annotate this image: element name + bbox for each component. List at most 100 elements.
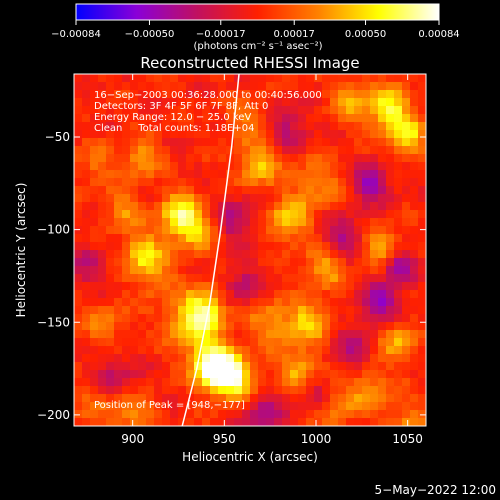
heatmap-cell (258, 98, 267, 107)
heatmap-cell (322, 178, 331, 187)
heatmap-cell (242, 266, 251, 275)
heatmap-cell (410, 250, 419, 259)
heatmap-cell (322, 378, 331, 387)
heatmap-cell (410, 170, 419, 179)
heatmap-cell (194, 114, 203, 123)
heatmap-cell (90, 330, 99, 339)
heatmap-cell (314, 258, 323, 267)
heatmap-cell (370, 274, 379, 283)
heatmap-cell (106, 210, 115, 219)
heatmap-cell (378, 178, 387, 187)
heatmap-cell (242, 194, 251, 203)
heatmap-cell (290, 354, 299, 363)
heatmap-cell (194, 282, 203, 291)
heatmap-cell (106, 274, 115, 283)
heatmap-cell (386, 274, 395, 283)
heatmap-cell (130, 298, 139, 307)
heatmap-cell (82, 162, 91, 171)
heatmap-cell (362, 338, 371, 347)
heatmap-cell (74, 274, 83, 283)
heatmap-cell (122, 162, 131, 171)
heatmap-cell (322, 106, 331, 115)
heatmap-cell (178, 394, 187, 403)
heatmap-cell (402, 330, 411, 339)
heatmap-cell (258, 82, 267, 91)
heatmap-cell (178, 146, 187, 155)
heatmap-cell (178, 98, 187, 107)
heatmap-cell (170, 338, 179, 347)
heatmap-cell (218, 330, 227, 339)
heatmap-cell (298, 226, 307, 235)
heatmap-cell (258, 354, 267, 363)
heatmap-cell (186, 130, 195, 139)
heatmap-cell (250, 250, 259, 259)
heatmap-cell (274, 98, 283, 107)
heatmap-cell (378, 322, 387, 331)
heatmap-cell (306, 258, 315, 267)
heatmap-cell (82, 234, 91, 243)
heatmap-cell (298, 290, 307, 299)
heatmap-cell (138, 210, 147, 219)
heatmap-cell (386, 402, 395, 411)
heatmap-cell (202, 90, 211, 99)
heatmap-cell (250, 234, 259, 243)
heatmap-cell (218, 202, 227, 211)
heatmap-cell (266, 178, 275, 187)
heatmap-cell (210, 194, 219, 203)
heatmap-cell (314, 98, 323, 107)
heatmap-cell (394, 90, 403, 99)
heatmap-cell (202, 274, 211, 283)
heatmap-cell (290, 314, 299, 323)
heatmap-cell (386, 394, 395, 403)
heatmap-cell (418, 194, 426, 203)
heatmap-cell (162, 306, 171, 315)
heatmap-cell (314, 354, 323, 363)
heatmap-cell (306, 202, 315, 211)
heatmap-cell (402, 394, 411, 403)
heatmap-cell (322, 266, 331, 275)
heatmap-cell (266, 226, 275, 235)
heatmap-cell (226, 354, 235, 363)
heatmap-cell (130, 146, 139, 155)
heatmap-cell (418, 154, 426, 163)
heatmap-cell (114, 354, 123, 363)
heatmap-cell (258, 250, 267, 259)
heatmap-cell (258, 410, 267, 419)
heatmap-cell (154, 258, 163, 267)
heatmap-cell (298, 362, 307, 371)
heatmap-cell (298, 130, 307, 139)
heatmap-cell (74, 210, 83, 219)
heatmap-cell (378, 410, 387, 419)
heatmap-cell (242, 418, 251, 426)
heatmap-cell (146, 170, 155, 179)
heatmap-cell (402, 154, 411, 163)
heatmap-cell (362, 162, 371, 171)
heatmap-cell (202, 114, 211, 123)
heatmap-cell (242, 386, 251, 395)
heatmap-cell (114, 330, 123, 339)
heatmap-cell (242, 98, 251, 107)
heatmap-cell (338, 90, 347, 99)
heatmap-cell (282, 130, 291, 139)
heatmap-cell (250, 178, 259, 187)
heatmap-cell (82, 226, 91, 235)
heatmap-cell (402, 362, 411, 371)
heatmap-cell (250, 114, 259, 123)
heatmap-cell (186, 258, 195, 267)
heatmap-cell (138, 346, 147, 355)
heatmap-cell (226, 178, 235, 187)
heatmap-cell (306, 322, 315, 331)
heatmap-cell (186, 218, 195, 227)
heatmap-cell (234, 378, 243, 387)
heatmap-cell (74, 250, 83, 259)
heatmap-cell (386, 130, 395, 139)
heatmap-cell (306, 122, 315, 131)
heatmap-cell (138, 234, 147, 243)
heatmap-cell (354, 410, 363, 419)
heatmap-cell (282, 298, 291, 307)
heatmap-cell (186, 354, 195, 363)
heatmap-cell (170, 330, 179, 339)
heatmap-cell (154, 226, 163, 235)
heatmap-cell (250, 378, 259, 387)
heatmap-cell (362, 250, 371, 259)
